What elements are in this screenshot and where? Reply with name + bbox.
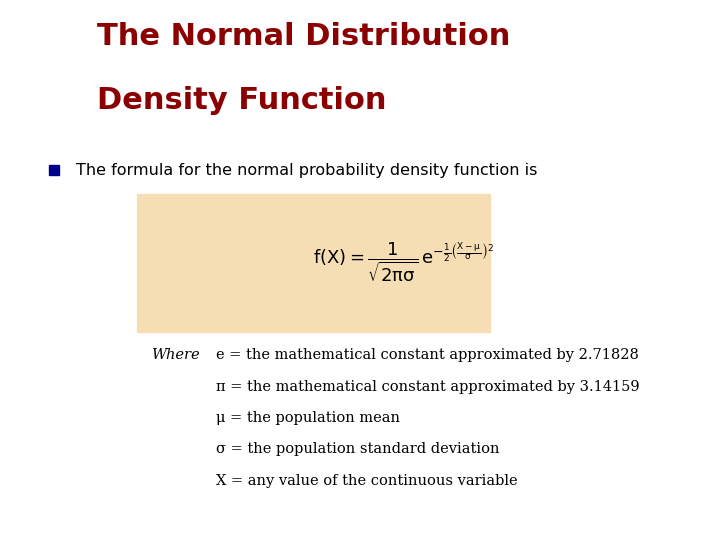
Text: Density Function: Density Function	[97, 86, 387, 116]
Text: π = the mathematical constant approximated by 3.14159: π = the mathematical constant approximat…	[216, 380, 639, 394]
FancyBboxPatch shape	[137, 194, 490, 332]
Text: e = the mathematical constant approximated by 2.71828: e = the mathematical constant approximat…	[216, 348, 639, 362]
Text: σ = the population standard deviation: σ = the population standard deviation	[216, 442, 500, 456]
Text: X = any value of the continuous variable: X = any value of the continuous variable	[216, 474, 518, 488]
Text: μ = the population mean: μ = the population mean	[216, 411, 400, 425]
Text: Where: Where	[151, 348, 200, 362]
Text: The formula for the normal probability density function is: The formula for the normal probability d…	[76, 163, 537, 178]
Text: The Normal Distribution: The Normal Distribution	[97, 22, 510, 51]
Text: $\rm f(X) = \dfrac{1}{\sqrt{2\pi\sigma}}\, e^{-\frac{1}{2}\left(\frac{X-\mu}{\si: $\rm f(X) = \dfrac{1}{\sqrt{2\pi\sigma}}…	[313, 240, 495, 284]
